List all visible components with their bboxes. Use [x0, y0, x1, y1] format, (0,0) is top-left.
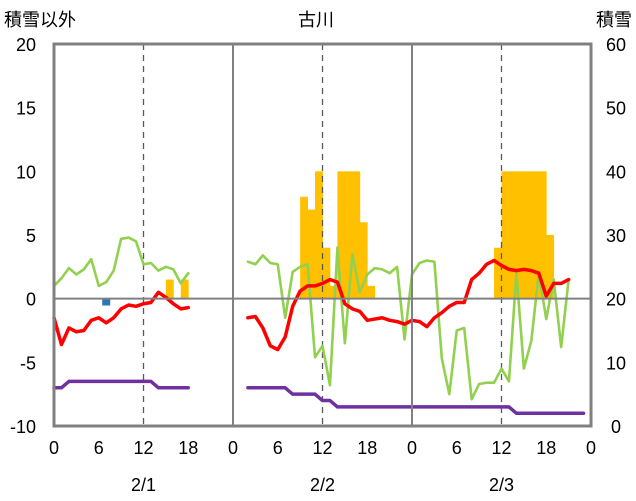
right-tick-label: 0	[611, 417, 621, 437]
left-tick-label: 5	[26, 226, 36, 246]
gridlines	[142, 44, 503, 426]
x-tick-label: 0	[49, 438, 59, 458]
wind-line	[52, 236, 190, 288]
right-tick-label: 20	[606, 290, 626, 310]
snowfall-bar	[523, 171, 532, 299]
left-tick-label: -5	[20, 353, 36, 373]
date-label: 2/3	[489, 475, 514, 495]
x-tick-label: 18	[357, 438, 377, 458]
right-tick-label: 10	[606, 353, 626, 373]
plot-border	[52, 42, 593, 428]
snowfall-bar	[352, 171, 361, 299]
snowfall-bar	[180, 279, 189, 299]
snowfall-bar	[508, 171, 517, 299]
left-tick-label: 15	[16, 99, 36, 119]
x-tick-label: 12	[491, 438, 511, 458]
snowfall-bar	[300, 196, 308, 299]
snow_depth-line	[246, 386, 586, 416]
temperature-line	[52, 290, 190, 347]
snowfall-bar	[494, 247, 502, 299]
snowfall-bar	[359, 222, 368, 299]
x-tick-label: 0	[586, 438, 596, 458]
right-tick-label: 30	[606, 226, 626, 246]
right-tick-label: 50	[606, 99, 626, 119]
snowfall-bar	[307, 209, 316, 299]
snowfall-bar	[322, 247, 331, 299]
series-lines	[52, 236, 586, 416]
snowfall-bar	[367, 285, 376, 299]
left-axis-label: 積雪以外	[4, 10, 76, 30]
x-tick-label: 12	[312, 438, 332, 458]
snowfall-bar	[315, 171, 323, 299]
wind-line	[246, 246, 570, 401]
x-tick-label: 18	[178, 438, 198, 458]
snowfall-bar	[546, 235, 555, 299]
left-tick-label: 0	[26, 290, 36, 310]
temperature-line	[246, 258, 571, 352]
date-label: 2/1	[131, 475, 156, 495]
x-tick-label: 6	[452, 438, 462, 458]
x-tick-label: 6	[273, 438, 283, 458]
snowfall-bar	[516, 171, 525, 299]
x-tick-label: 12	[133, 438, 153, 458]
x-tick-label: 0	[407, 438, 417, 458]
plot-frame	[52, 42, 593, 428]
snowfall-bar	[501, 171, 510, 299]
right-tick-label: 60	[606, 35, 626, 55]
right-tick-label: 40	[606, 162, 626, 182]
snowfall-bar	[165, 279, 174, 299]
left-tick-label: 10	[16, 162, 36, 182]
x-tick-label: 0	[228, 438, 238, 458]
snow_depth-line	[52, 379, 190, 390]
snowfall-bar	[344, 171, 353, 299]
date-label: 2/2	[310, 475, 335, 495]
x-tick-label: 18	[536, 438, 556, 458]
snowfall-bar	[538, 171, 547, 299]
chart-title: 古川	[298, 10, 334, 30]
snowfall-bar	[531, 171, 540, 299]
snowfall-bars	[165, 171, 555, 299]
left-tick-label: -10	[10, 417, 36, 437]
x-tick-label: 6	[94, 438, 104, 458]
precip-marker	[102, 299, 111, 306]
right-axis-label: 積雪	[596, 10, 632, 30]
left-tick-label: 20	[16, 35, 36, 55]
snowfall-bar	[337, 171, 346, 299]
